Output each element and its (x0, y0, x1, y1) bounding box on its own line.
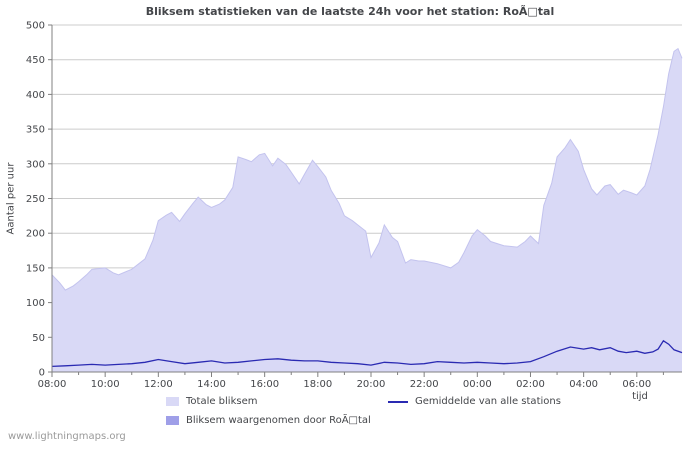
x-tick-label: 04:00 (569, 379, 598, 390)
y-tick-label: 0 (39, 368, 45, 379)
y-tick-label: 100 (26, 298, 45, 309)
legend-swatch-total-area (166, 397, 179, 406)
y-tick-label: 400 (26, 90, 45, 101)
legend-swatch-average-line (388, 400, 408, 403)
x-tick-label: 20:00 (357, 379, 386, 390)
y-tick-label: 250 (26, 194, 45, 205)
y-tick-label: 50 (32, 333, 45, 344)
y-tick-label: 500 (26, 21, 45, 32)
chart-canvas: 0 50 100 150 200 250 300 350 400 450 500 08:00 10:00… (26, 21, 683, 402)
chart-title: Bliksem statistieken van de laatste 24h … (145, 5, 555, 18)
y-tick-label: 350 (26, 125, 45, 136)
legend-item-total: Totale bliksem (166, 396, 388, 407)
y-tick-label: 450 (26, 55, 45, 66)
series-edge-total (51, 47, 683, 291)
x-tick-label: 08:00 (38, 379, 67, 390)
series-area-total (52, 48, 682, 372)
y-tick-label: 150 (26, 263, 45, 274)
legend-item-average: Gemiddelde van alle stations (388, 396, 561, 407)
watermark-link: www.lightningmaps.org (8, 431, 126, 442)
legend-label-average: Gemiddelde van alle stations (415, 396, 561, 407)
legend: Totale bliksem Gemiddelde van alle stati… (166, 392, 561, 430)
legend-label-station: Bliksem waargenomen door RoÃ□tal (186, 415, 371, 426)
x-tick-label: 06:00 (622, 379, 651, 390)
x-tick-label: 16:00 (250, 379, 279, 390)
series-line-average (51, 339, 683, 368)
legend-item-station: Bliksem waargenomen door RoÃ□tal (166, 415, 388, 426)
x-tick-label: 14:00 (197, 379, 226, 390)
x-tick-label: 18:00 (303, 379, 332, 390)
y-tick-label: 200 (26, 229, 45, 240)
legend-row-1: Totale bliksem Gemiddelde van alle stati… (166, 392, 561, 411)
x-tick-label: 02:00 (516, 379, 545, 390)
x-tick-label: 12:00 (144, 379, 173, 390)
legend-row-2: Bliksem waargenomen door RoÃ□tal (166, 411, 561, 430)
x-tick-label: 10:00 (91, 379, 120, 390)
x-tick-label: 00:00 (463, 379, 492, 390)
y-tick-label: 300 (26, 159, 45, 170)
legend-label-total: Totale bliksem (186, 396, 258, 407)
x-tick-label: 22:00 (410, 379, 439, 390)
x-axis-label: tijd (632, 391, 648, 402)
legend-swatch-station-area (166, 416, 179, 425)
